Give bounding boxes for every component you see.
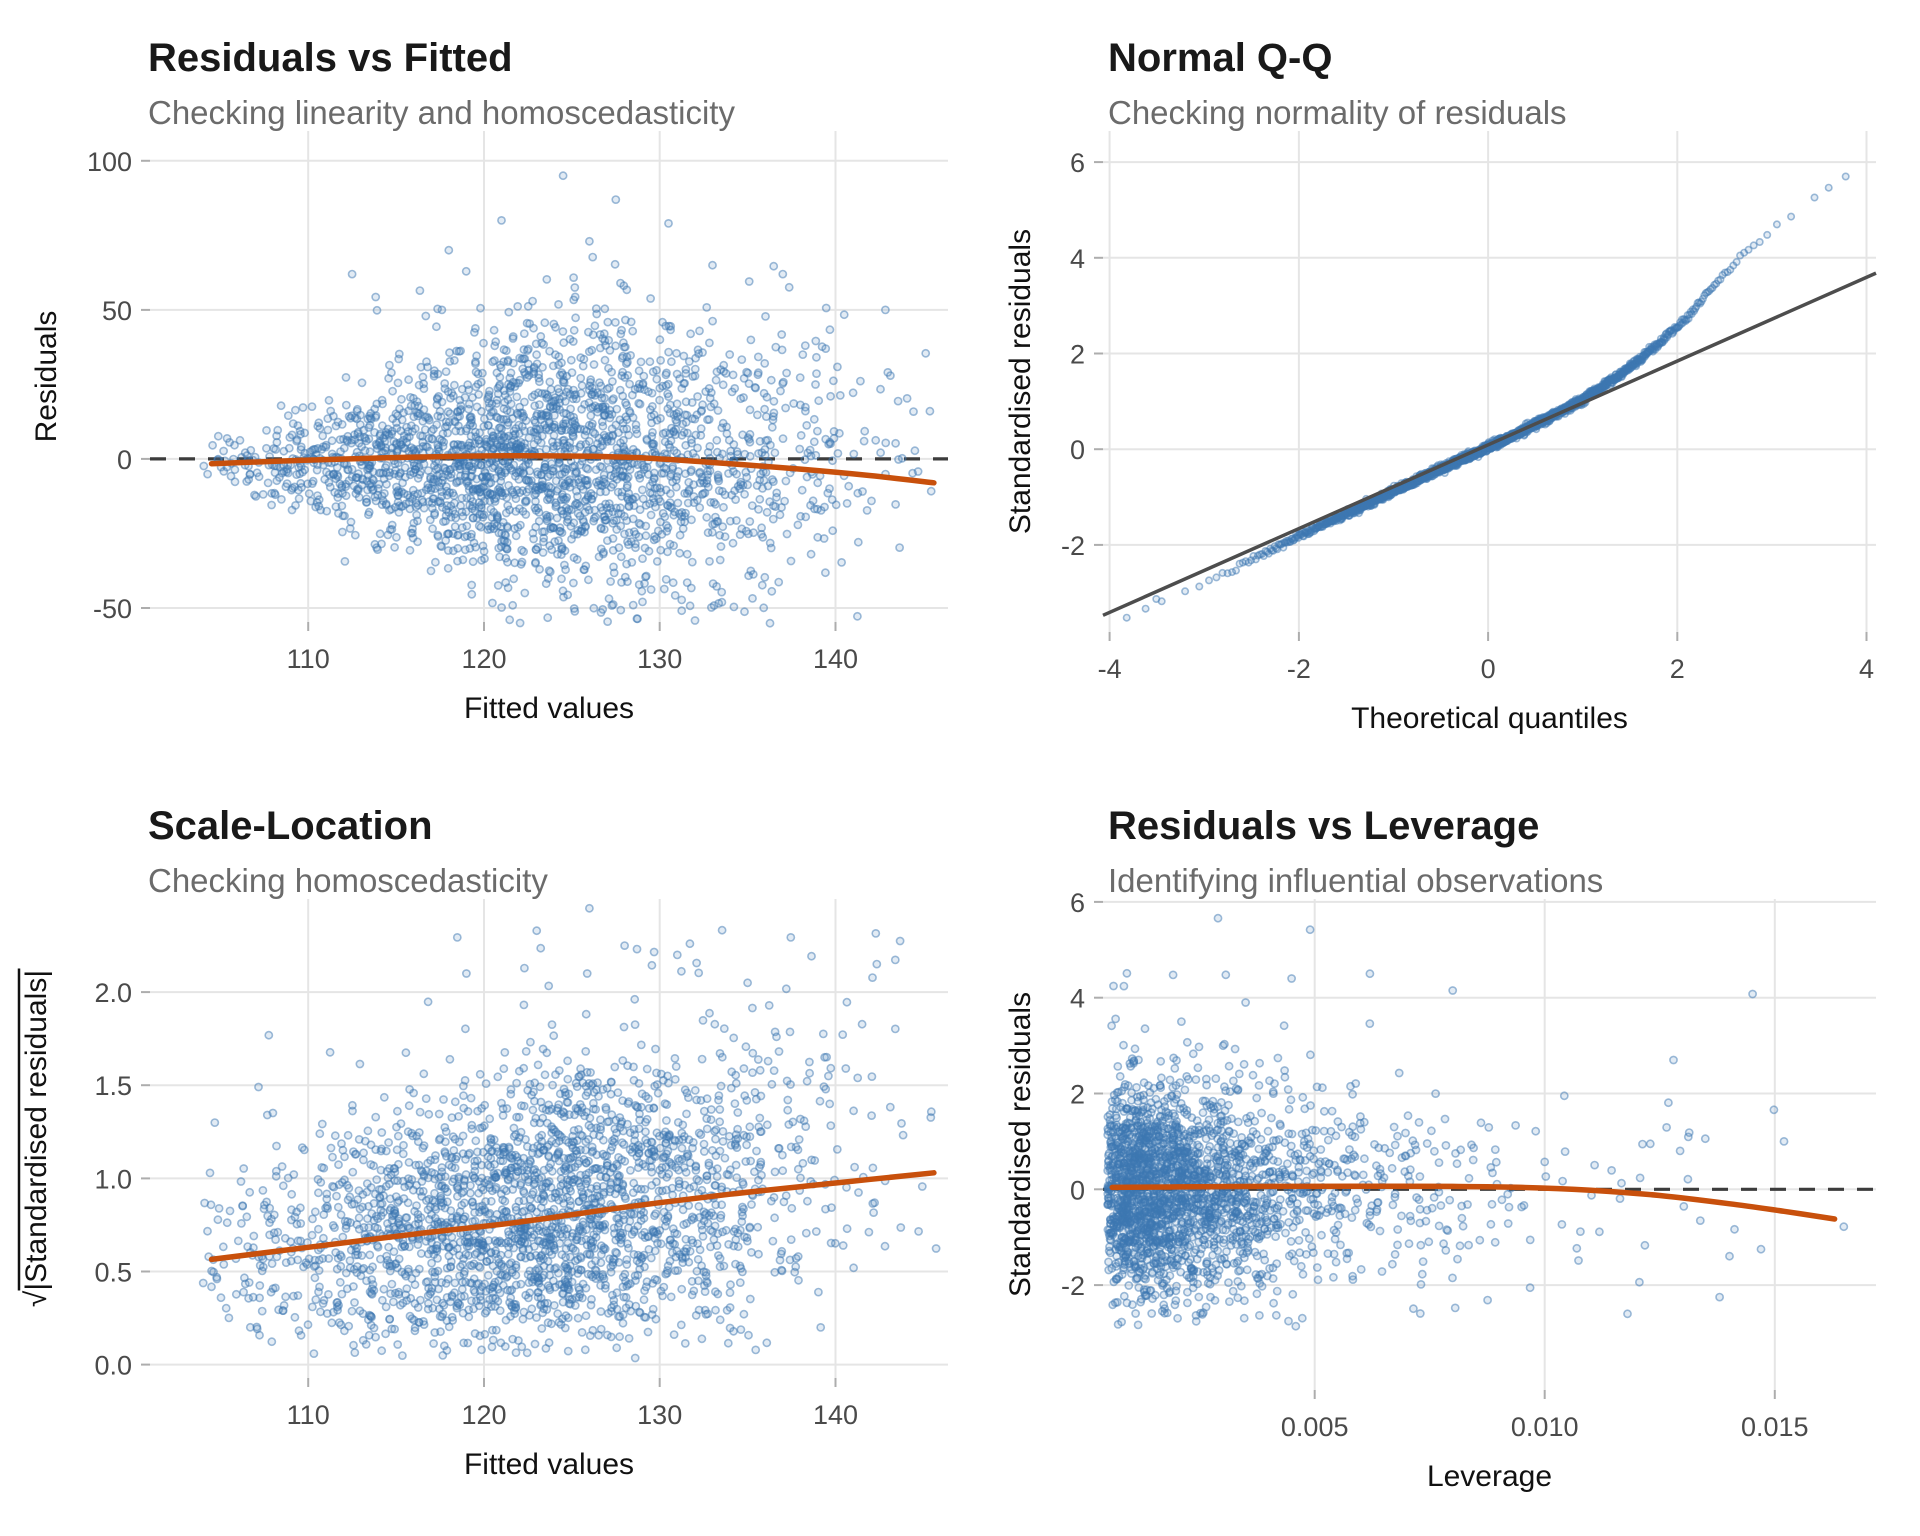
svg-text:1.0: 1.0 <box>94 1164 132 1194</box>
normal-qq-plot: -4 -2 0 2 4 -2 0 2 4 6 Theoretical quantiles Standa… <box>1004 131 1877 735</box>
svg-text:120: 120 <box>461 644 506 674</box>
panel-title: Residuals vs Fitted <box>148 36 513 80</box>
scatter-points-layer <box>199 171 936 628</box>
svg-text:2: 2 <box>1070 340 1085 370</box>
svg-text:-2: -2 <box>1287 654 1311 684</box>
panel-subtitle: Checking normality of residuals <box>1108 94 1567 131</box>
y-axis-label: √|Standardised residuals| <box>17 968 53 1307</box>
svg-text:-2: -2 <box>1061 531 1085 561</box>
svg-text:110: 110 <box>287 1400 330 1430</box>
axis-tick-labels: 110 120 130 140 0.0 0.5 1.0 1.5 2.0 <box>94 978 858 1430</box>
svg-text:2.0: 2.0 <box>94 978 132 1008</box>
svg-text:100: 100 <box>87 147 132 177</box>
svg-text:140: 140 <box>813 1400 858 1430</box>
svg-text:0: 0 <box>117 445 132 475</box>
svg-text:1.5: 1.5 <box>94 1071 132 1101</box>
panel-subtitle: Checking homoscedasticity <box>148 862 548 899</box>
panel-subtitle: Checking linearity and homoscedasticity <box>148 94 735 131</box>
svg-text:130: 130 <box>637 1400 682 1430</box>
scatter-points-layer <box>1122 172 1850 622</box>
x-axis-label: Fitted values <box>464 692 634 725</box>
scatter-points-layer <box>198 903 941 1363</box>
axis-tick-marks <box>1094 161 1868 641</box>
svg-text:2: 2 <box>1670 654 1685 684</box>
panel-residuals-vs-leverage: Residuals vs Leverage Identifying influe… <box>960 768 1920 1536</box>
svg-text:√|Standardised residuals|: √|Standardised residuals| <box>20 970 53 1307</box>
qq-reference-line <box>1102 271 1877 617</box>
gridlines <box>1103 899 1876 1390</box>
svg-text:6: 6 <box>1070 148 1085 178</box>
panel-title: Scale-Location <box>148 804 433 848</box>
svg-text:110: 110 <box>287 644 330 674</box>
axis-tick-labels: -4 -2 0 2 4 -2 0 2 4 6 <box>1061 148 1874 684</box>
panel-title: Residuals vs Leverage <box>1108 804 1540 848</box>
svg-text:120: 120 <box>461 1400 506 1430</box>
x-axis-label: Leverage <box>1427 1460 1552 1493</box>
svg-text:0.0: 0.0 <box>94 1351 132 1381</box>
svg-text:0: 0 <box>1070 435 1085 465</box>
y-axis-label: Standardised residuals <box>1004 992 1037 1297</box>
svg-text:-4: -4 <box>1098 654 1122 684</box>
axis-tick-labels: 110 120 130 140 -50 0 50 100 <box>87 147 858 674</box>
residuals-vs-fitted-plot: 110 120 130 140 -50 0 50 100 Fitted values Residu… <box>30 131 948 725</box>
scatter-points-layer <box>1103 913 1849 1331</box>
panel-residuals-vs-fitted: Residuals vs Fitted Checking linearity a… <box>0 0 960 768</box>
svg-text:Standardised residuals: Standardised residuals <box>1004 229 1037 534</box>
trend-line <box>1109 1183 1838 1222</box>
trend-line <box>208 1170 937 1263</box>
panel-normal-qq: Normal Q-Q Checking normality of residua… <box>960 0 1920 768</box>
svg-text:-50: -50 <box>93 594 132 624</box>
x-axis-label: Fitted values <box>464 1448 634 1481</box>
svg-text:130: 130 <box>637 644 682 674</box>
svg-text:0.5: 0.5 <box>94 1258 132 1288</box>
x-axis-label: Theoretical quantiles <box>1351 702 1628 735</box>
axis-tick-marks <box>1094 900 1776 1399</box>
y-axis-label: Standardised residuals <box>1004 229 1037 534</box>
scale-location-plot: 110 120 130 140 0.0 0.5 1.0 1.5 2.0 Fitted values… <box>17 899 948 1481</box>
axis-tick-marks <box>141 991 837 1387</box>
svg-text:4: 4 <box>1070 244 1085 274</box>
axis-tick-marks <box>141 159 837 631</box>
svg-text:50: 50 <box>102 296 132 326</box>
panel-subtitle: Identifying influential observations <box>1108 862 1604 899</box>
gridlines <box>1103 131 1876 632</box>
svg-text:Residuals: Residuals <box>30 311 63 443</box>
panel-scale-location: Scale-Location Checking homoscedasticity… <box>0 768 960 1536</box>
y-axis-label: Residuals <box>30 311 63 443</box>
svg-text:0: 0 <box>1481 654 1496 684</box>
svg-text:140: 140 <box>813 644 858 674</box>
panel-title: Normal Q-Q <box>1108 36 1333 80</box>
svg-text:4: 4 <box>1859 654 1874 684</box>
trend-line <box>208 452 937 486</box>
